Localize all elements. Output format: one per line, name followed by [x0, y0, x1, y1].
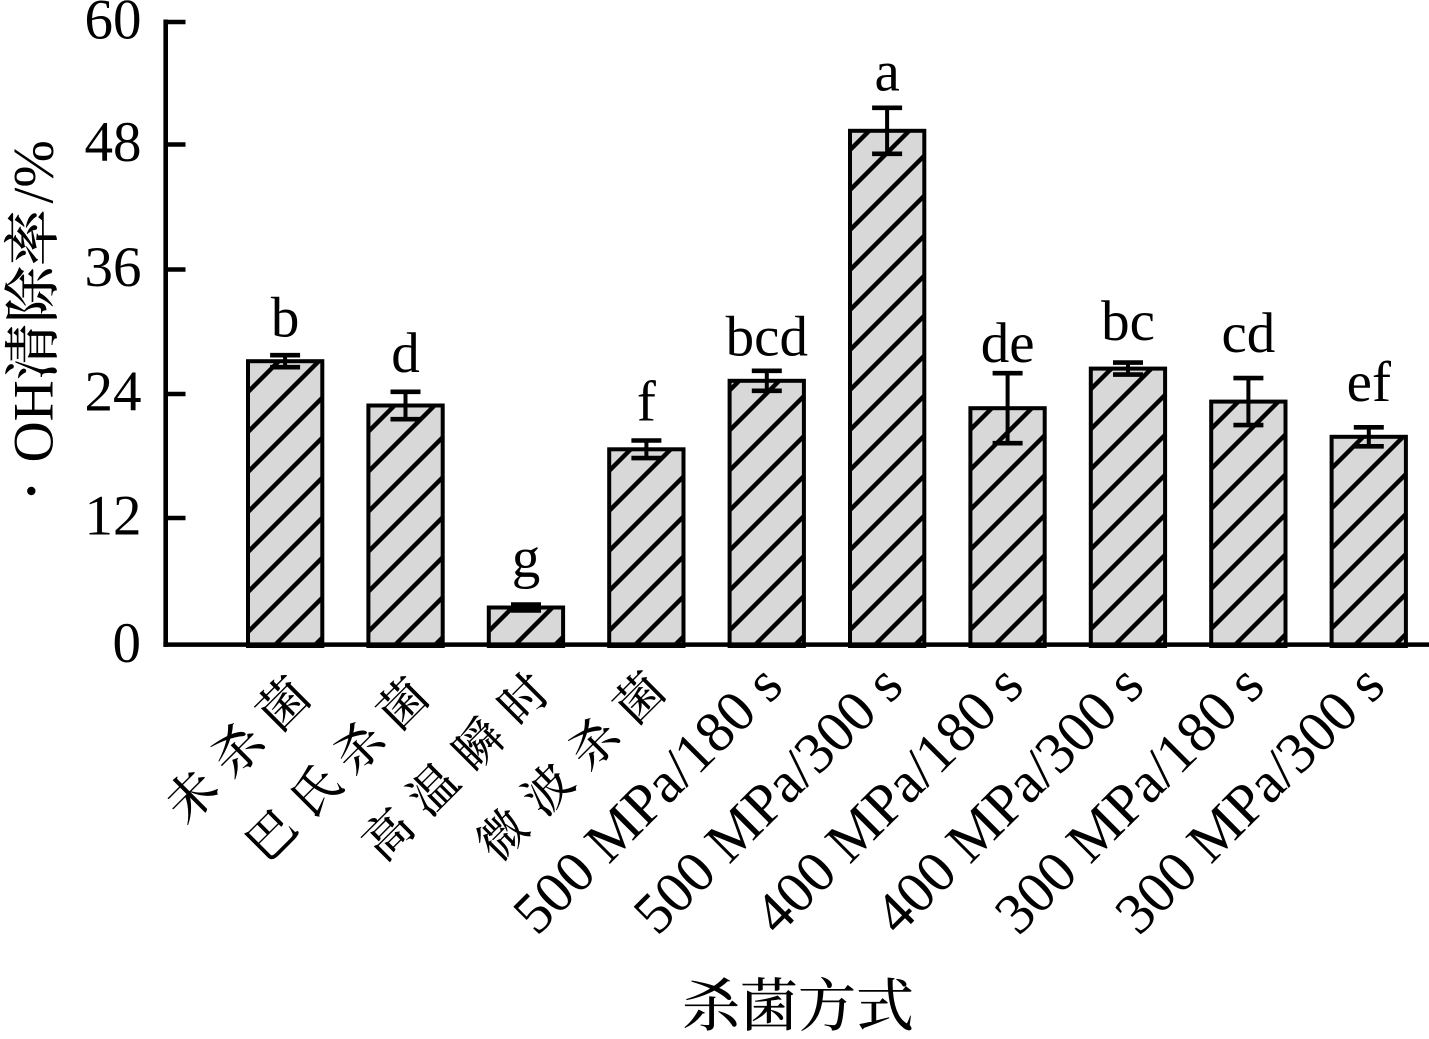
svg-text:36: 36: [85, 236, 142, 299]
svg-text:48: 48: [85, 111, 142, 174]
svg-text:0: 0: [113, 612, 142, 675]
svg-text:a: a: [874, 41, 899, 104]
svg-text:bcd: bcd: [726, 306, 808, 369]
svg-text:b: b: [271, 287, 300, 350]
svg-text:g: g: [512, 527, 541, 590]
svg-text:d: d: [391, 322, 420, 385]
svg-text:24: 24: [85, 361, 142, 424]
svg-text:bc: bc: [1101, 290, 1155, 353]
svg-text:/%: /%: [2, 140, 65, 203]
svg-text:ef: ef: [1347, 351, 1391, 414]
svg-text:cd: cd: [1221, 302, 1275, 365]
svg-text:de: de: [981, 312, 1035, 375]
svg-text:OH: OH: [2, 380, 65, 462]
svg-text:f: f: [637, 371, 656, 434]
svg-text:12: 12: [85, 485, 142, 548]
svg-text:60: 60: [85, 0, 142, 52]
